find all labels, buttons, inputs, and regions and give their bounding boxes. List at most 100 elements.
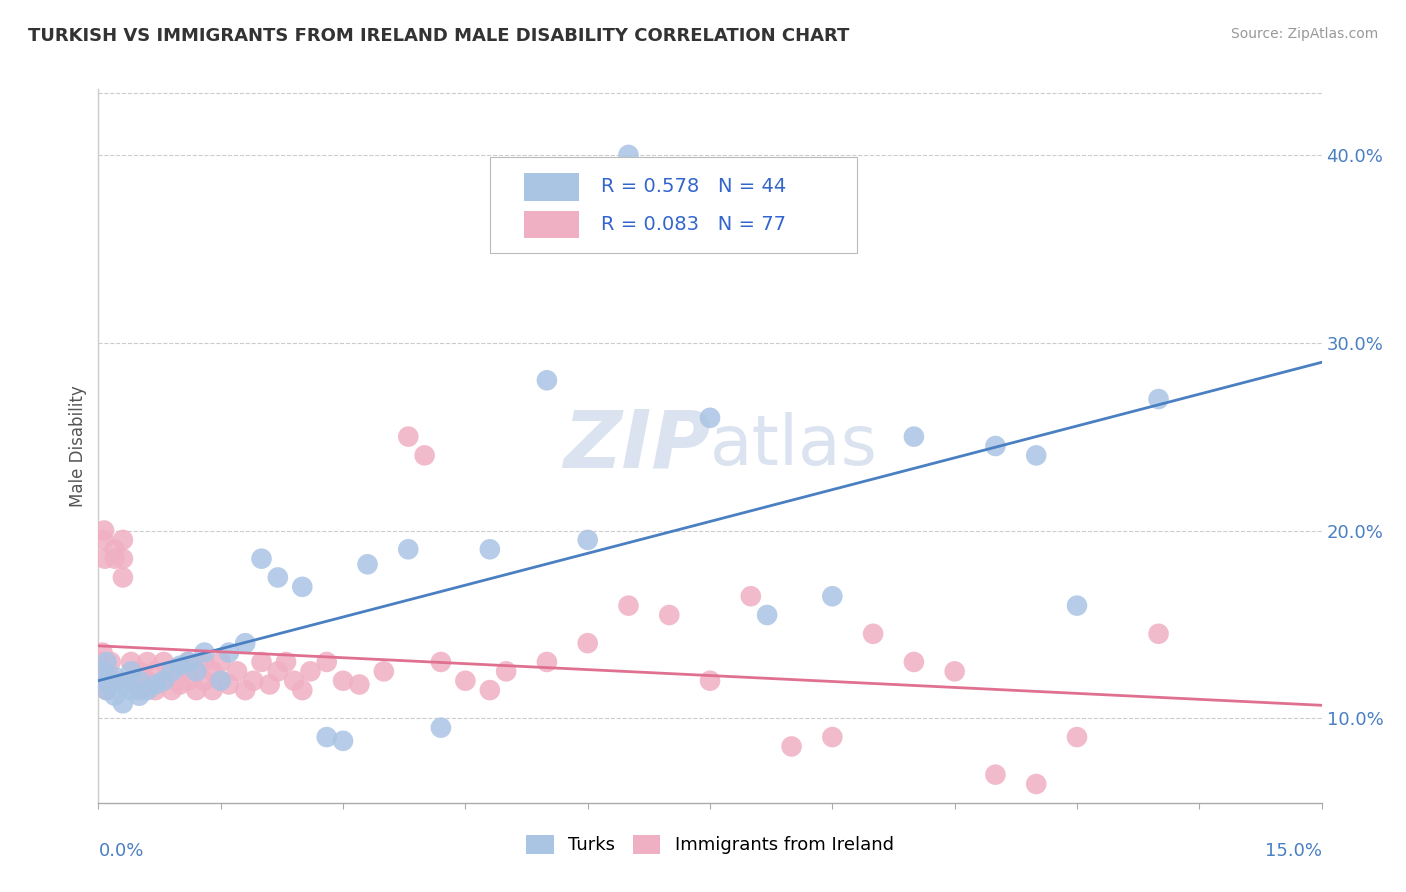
Point	[96, 673, 118, 688]
Point	[267, 570, 290, 584]
Point	[104, 673, 127, 688]
Point	[821, 589, 844, 603]
Point	[209, 673, 232, 688]
Point	[152, 673, 174, 688]
Point	[201, 683, 224, 698]
Point	[104, 670, 127, 684]
Point	[536, 655, 558, 669]
Point	[193, 646, 215, 660]
Point	[186, 665, 208, 679]
Point	[413, 449, 436, 463]
Point	[1025, 449, 1047, 463]
Point	[332, 673, 354, 688]
Text: R = 0.578   N = 44: R = 0.578 N = 44	[602, 178, 786, 196]
Point	[128, 673, 150, 688]
Point	[100, 655, 122, 669]
Point	[576, 533, 599, 547]
Point	[96, 655, 118, 669]
Point	[177, 655, 200, 669]
Point	[94, 551, 117, 566]
Point	[104, 542, 127, 557]
Point	[169, 658, 191, 673]
Point	[430, 655, 453, 669]
Point	[315, 655, 337, 669]
Point	[128, 665, 150, 679]
Point	[291, 580, 314, 594]
Point	[283, 673, 305, 688]
Point	[242, 673, 264, 688]
Point	[111, 551, 134, 566]
Point	[903, 655, 925, 669]
Point	[299, 665, 322, 679]
Point	[193, 655, 215, 669]
Point	[111, 677, 134, 691]
Point	[478, 542, 501, 557]
Point	[152, 673, 174, 688]
Point	[160, 683, 183, 698]
Point	[136, 683, 159, 698]
Point	[699, 410, 721, 425]
Point	[209, 655, 232, 669]
Point	[128, 683, 150, 698]
Point	[1147, 627, 1170, 641]
Point	[120, 673, 142, 688]
Point	[96, 673, 118, 688]
Point	[89, 655, 111, 669]
Point	[478, 683, 501, 698]
Point	[169, 665, 191, 679]
Point	[128, 689, 150, 703]
Point	[291, 683, 314, 698]
Point	[1066, 730, 1088, 744]
Point	[780, 739, 803, 754]
Point	[1066, 599, 1088, 613]
Text: 15.0%: 15.0%	[1264, 842, 1322, 860]
Point	[274, 655, 297, 669]
Point	[903, 429, 925, 443]
Point	[943, 665, 966, 679]
Point	[233, 636, 256, 650]
Point	[218, 646, 240, 660]
Point	[120, 655, 142, 669]
Point	[186, 665, 208, 679]
Point	[96, 683, 118, 698]
Point	[91, 646, 114, 660]
Point	[821, 730, 844, 744]
Point	[250, 551, 273, 566]
Point	[233, 683, 256, 698]
Point	[90, 665, 112, 679]
Point	[267, 665, 290, 679]
Point	[169, 677, 191, 691]
Point	[259, 677, 281, 691]
Point	[186, 683, 208, 698]
Point	[699, 673, 721, 688]
Point	[740, 589, 762, 603]
Point	[1147, 392, 1170, 406]
Point	[120, 665, 142, 679]
Y-axis label: Male Disability: Male Disability	[69, 385, 87, 507]
Point	[104, 551, 127, 566]
Point	[201, 665, 224, 679]
Point	[756, 607, 779, 622]
Point	[136, 655, 159, 669]
Legend: Turks, Immigrants from Ireland: Turks, Immigrants from Ireland	[526, 835, 894, 855]
Point	[226, 665, 249, 679]
Point	[136, 673, 159, 688]
Text: TURKISH VS IMMIGRANTS FROM IRELAND MALE DISABILITY CORRELATION CHART: TURKISH VS IMMIGRANTS FROM IRELAND MALE …	[28, 27, 849, 45]
Point	[250, 655, 273, 669]
Point	[152, 655, 174, 669]
Point	[862, 627, 884, 641]
Point	[145, 677, 167, 691]
Text: R = 0.083   N = 77: R = 0.083 N = 77	[602, 215, 786, 235]
Point	[1025, 777, 1047, 791]
Point	[617, 599, 640, 613]
FancyBboxPatch shape	[524, 211, 579, 238]
Point	[91, 665, 114, 679]
FancyBboxPatch shape	[489, 157, 856, 253]
Point	[315, 730, 337, 744]
Point	[193, 673, 215, 688]
Point	[145, 683, 167, 698]
FancyBboxPatch shape	[524, 173, 579, 201]
Point	[145, 665, 167, 679]
Point	[120, 683, 142, 698]
Point	[373, 665, 395, 679]
